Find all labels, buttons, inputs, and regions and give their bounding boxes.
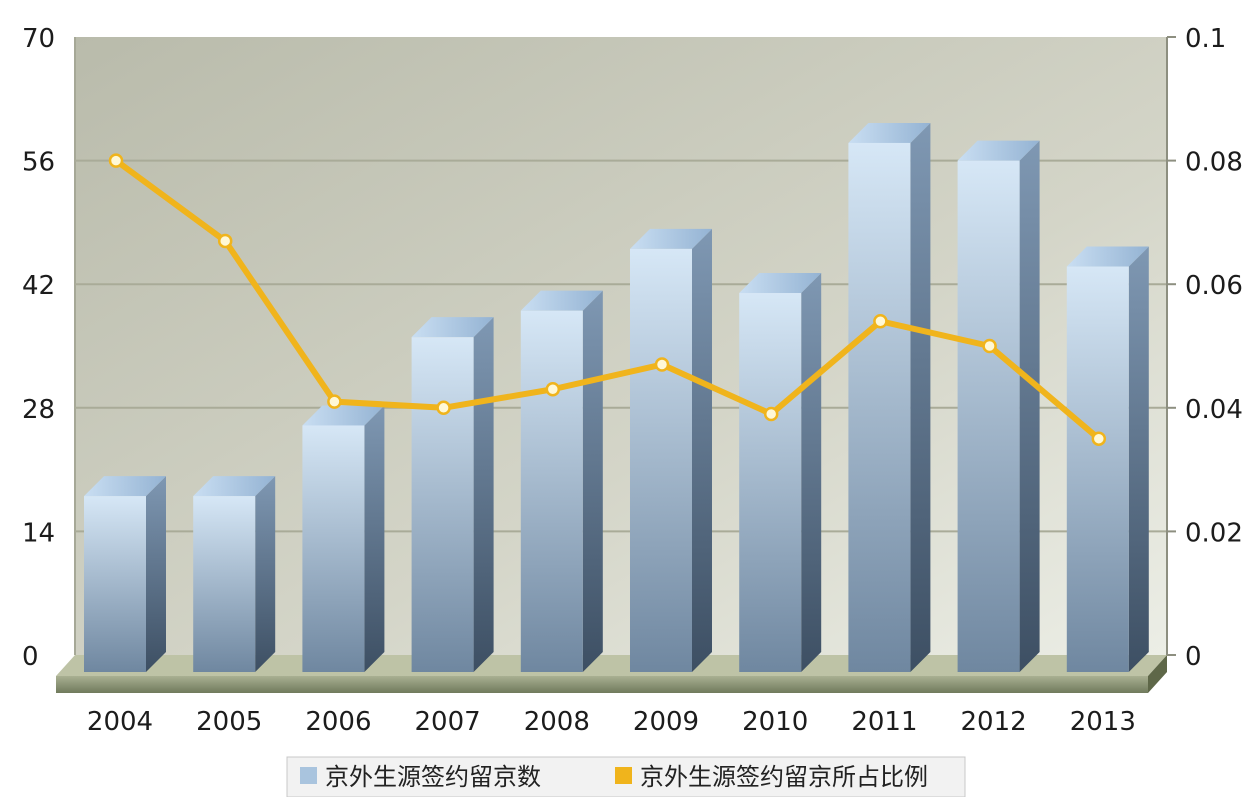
- chart-floor-front: [56, 676, 1148, 693]
- left-axis-tick-label: 42: [22, 271, 55, 301]
- bar-front: [84, 496, 146, 672]
- bar: [520, 290, 603, 672]
- bar-front: [739, 293, 802, 672]
- left-axis-tick-label: 28: [22, 395, 55, 425]
- bar: [957, 140, 1040, 673]
- bar: [1066, 246, 1149, 673]
- bar-top: [302, 405, 385, 426]
- x-axis-tick-label: 2013: [1070, 707, 1136, 737]
- bar: [848, 122, 931, 672]
- bar-top: [411, 317, 494, 338]
- ratio-point: [217, 233, 233, 249]
- right-axis-tick-label: 0.08: [1185, 148, 1243, 178]
- right-axis-tick-label: 0.1: [1185, 24, 1226, 54]
- ratio-point: [982, 338, 997, 354]
- legend-label-line: 京外生源签约留京所占比例: [640, 763, 928, 791]
- x-axis-tick-label: 2008: [524, 707, 590, 737]
- bar-top: [739, 273, 822, 294]
- x-axis-tick-label: 2006: [305, 707, 371, 737]
- ratio-point: [654, 357, 670, 372]
- left-axis-tick-label: 14: [22, 518, 55, 548]
- bar-side: [1019, 140, 1040, 673]
- x-axis-tick-label: 2009: [633, 707, 699, 737]
- ratio-point: [545, 382, 561, 397]
- right-axis-tick-label: 0.04: [1185, 395, 1243, 425]
- bar-top: [520, 290, 603, 311]
- ratio-point: [873, 314, 888, 329]
- bar-side: [473, 317, 494, 672]
- right-axis-tick-label: 0.02: [1185, 518, 1243, 548]
- x-axis-tick-label: 2011: [851, 707, 917, 737]
- bar-side: [692, 228, 712, 672]
- bar-top: [630, 228, 712, 249]
- bar-side: [255, 476, 276, 672]
- x-axis-tick-label: 2004: [87, 707, 153, 737]
- line-series: [108, 153, 1107, 446]
- bar-top: [193, 476, 276, 497]
- bar-side: [582, 290, 603, 672]
- left-axis-tick-label: 0: [22, 642, 39, 672]
- bar-side: [910, 122, 931, 672]
- left-axis-tick-label: 70: [22, 24, 55, 54]
- bar-top: [1066, 246, 1149, 267]
- left-axis-ticks: 0 14 28 42 56 70: [22, 24, 55, 672]
- ratio-point: [327, 394, 342, 409]
- legend: 京外生源签约留京数 京外生源签约留京所占比例: [286, 756, 966, 797]
- bar: [630, 228, 712, 672]
- ratio-point: [108, 153, 124, 168]
- bar: [84, 476, 166, 672]
- ratio-point: [436, 400, 451, 416]
- legend-swatch-bar: [300, 767, 317, 784]
- bar-series: [84, 122, 1149, 673]
- right-axis-tick-label: 0.06: [1185, 271, 1243, 301]
- bar-front: [302, 425, 365, 672]
- x-axis-tick-label: 2012: [961, 707, 1027, 737]
- ratio-point: [1091, 431, 1107, 446]
- legend-label-bar: 京外生源签约留京数: [325, 763, 541, 791]
- bar-front: [520, 310, 583, 672]
- bar-front: [957, 160, 1020, 672]
- bar: [739, 273, 822, 672]
- bar: [411, 317, 494, 672]
- bar-side: [801, 273, 822, 672]
- ratio-line: [113, 157, 1102, 442]
- bar-front: [630, 248, 692, 672]
- ratio-point: [763, 406, 779, 422]
- bar-top: [957, 140, 1040, 161]
- bar-front: [1066, 266, 1129, 672]
- bar: [302, 405, 385, 672]
- x-axis-tick-label: 2005: [196, 707, 262, 737]
- x-axis-tick-labels: 2004 2005 2006 2007 2008 2009 2010 2011 2012 2013: [87, 707, 1136, 737]
- bar-front: [193, 496, 256, 672]
- bar: [193, 476, 276, 672]
- legend-swatch-line: [615, 767, 632, 784]
- bar-side: [146, 476, 166, 672]
- bar-top: [84, 476, 166, 497]
- chart-floor-side: [1148, 655, 1167, 693]
- bar-top: [848, 122, 931, 143]
- bar-side: [1128, 246, 1149, 673]
- x-axis-tick-label: 2007: [415, 707, 481, 737]
- bar-side: [364, 405, 385, 672]
- right-axis-tick-label: 0: [1185, 642, 1202, 672]
- bar-front: [411, 337, 474, 672]
- right-axis-ticks: 0 0.02 0.04 0.06 0.08 0.1: [1166, 24, 1243, 672]
- x-axis-tick-label: 2010: [742, 707, 808, 737]
- bar-front: [848, 142, 911, 672]
- left-axis-tick-label: 56: [22, 148, 55, 178]
